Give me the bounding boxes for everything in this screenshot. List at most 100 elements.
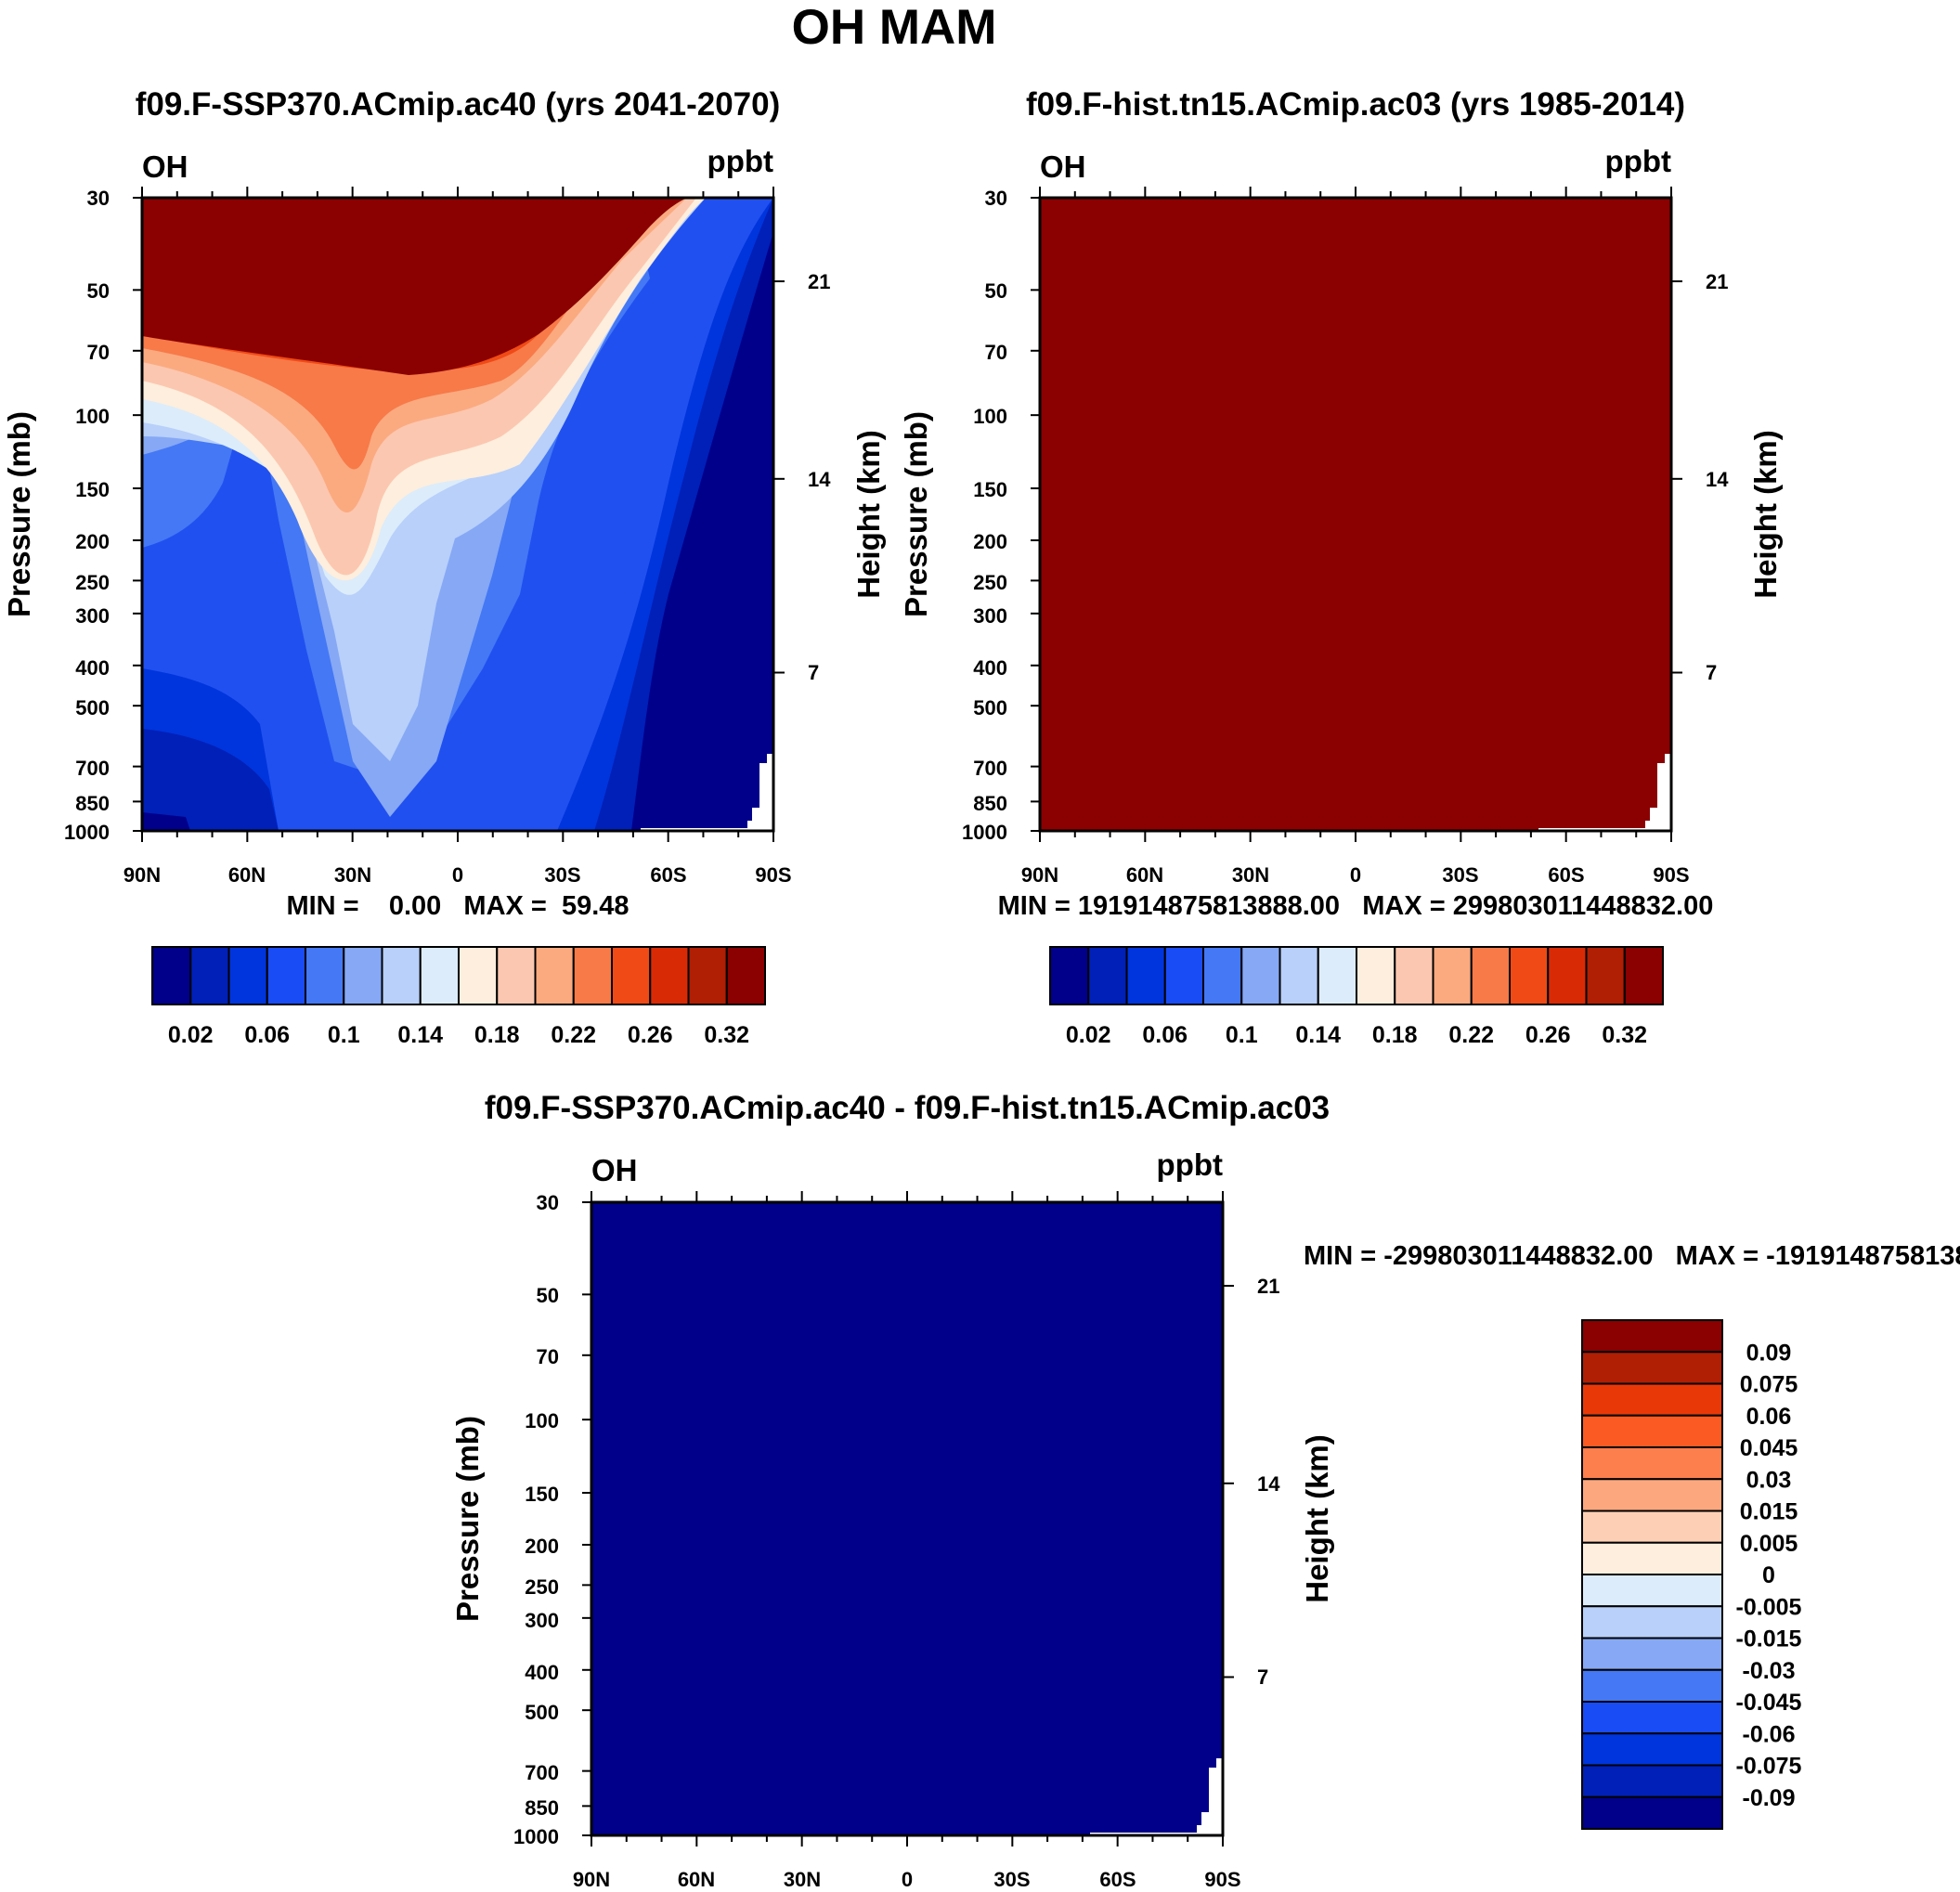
panel-3-fill	[591, 1202, 1223, 1835]
panel-3-xtick-0: 0	[902, 1868, 913, 1891]
panel-3-colorbar: 0.09 0.075 0.06 0.045 0.03 0.015 0.005 0 -0.005 -…	[1581, 1319, 1802, 1830]
panel-2-ytick-700: 700	[973, 757, 1007, 780]
panel-3-colorbar-box	[1581, 1574, 1723, 1608]
panel-1-ytick-250: 250	[75, 571, 110, 594]
panel-2: f09.F-hist.tn15.ACmip.ac03 (yrs 1985-201…	[899, 86, 1783, 1048]
panel-3-colorbar-box	[1581, 1605, 1723, 1639]
panel-1-title: f09.F-SSP370.ACmip.ac40 (yrs 2041-2070)	[136, 86, 781, 123]
panel-1-colorbar-box	[419, 946, 460, 1005]
panel-1-colorbar-box	[496, 946, 537, 1005]
panel-3-colorbar-label: 0.06	[1746, 1404, 1792, 1430]
panel-1-colorbar-label: 0.22	[551, 1022, 596, 1048]
panel-3-colorbar-box	[1581, 1382, 1723, 1417]
panel-2-ytick-850: 850	[973, 792, 1007, 815]
panel-2-fill	[1040, 198, 1671, 831]
panel-2-colorbar-box	[1470, 946, 1511, 1005]
panel-3-ticks	[582, 1191, 1234, 1847]
panel-1-colorbar-box	[151, 946, 192, 1005]
panel-3-ytick-300: 300	[525, 1609, 559, 1632]
panel-3-colorbar-box	[1581, 1795, 1723, 1830]
panel-2-colorbar-box	[1163, 946, 1204, 1005]
panel-1-ylabel-right: Height (km)	[851, 430, 886, 599]
panel-1-colorbar-label: 0.18	[474, 1022, 520, 1048]
panel-1-colorbar-box	[227, 946, 268, 1005]
panel-1-band-np-low	[142, 729, 279, 831]
panel-1-colorbar-box	[572, 946, 613, 1005]
panel-1-field	[142, 198, 773, 831]
panel-2-colorbar-box	[1394, 946, 1434, 1005]
panel-3-xtick-30s: 30S	[993, 1868, 1030, 1891]
panel-3-colorbar-label: -0.09	[1743, 1785, 1796, 1811]
panel-3-ytick-700: 700	[525, 1761, 559, 1784]
panel-2-xtick-30s: 30S	[1442, 863, 1478, 887]
panel-3-ytick-200: 200	[525, 1535, 559, 1558]
panel-2-colorbar-label: 0.06	[1142, 1022, 1188, 1048]
panel-1-colorbar-box	[687, 946, 728, 1005]
panel-1-colorbar-label: 0.02	[168, 1022, 214, 1048]
panel-3-ytick-500: 500	[525, 1701, 559, 1724]
panel-1-colorbar-label: 0.1	[328, 1022, 360, 1048]
panel-2-colorbar-box	[1087, 946, 1128, 1005]
panel-1-colorbar-box	[534, 946, 575, 1005]
panel-2-variable-label: OH	[1040, 149, 1086, 184]
panel-1-minmax: MIN = 0.00 MAX = 59.48	[286, 891, 629, 921]
panel-1-ytick-200: 200	[75, 530, 110, 553]
panel-1-band-strat-max	[142, 198, 687, 375]
panel-2-ylabel-right: Height (km)	[1748, 430, 1783, 599]
panel-1-ytick-30: 30	[87, 187, 110, 210]
panel-1-ytick-50: 50	[87, 279, 110, 303]
panel-2-xtick-90n: 90N	[1021, 863, 1058, 887]
panel-1-colorbar-label: 0.26	[628, 1022, 673, 1048]
panel-3-colorbar-label: -0.005	[1736, 1594, 1802, 1620]
panel-3-xtick-60s: 60S	[1099, 1868, 1136, 1891]
panel-2-ytick-30: 30	[985, 187, 1007, 210]
panel-1-ytick-150: 150	[75, 478, 110, 501]
panel-2-field	[1040, 198, 1671, 831]
panel-3-colorbar-box	[1581, 1764, 1723, 1798]
panel-2-xtick-30n: 30N	[1232, 863, 1269, 887]
panel-1-height-tick-21: 21	[808, 270, 830, 293]
panel-2-colorbar-box	[1202, 946, 1243, 1005]
panel-2-colorbar-box	[1432, 946, 1473, 1005]
panel-1-band-sp-min	[631, 232, 773, 831]
panel-2-colorbar-label: 0.02	[1066, 1022, 1111, 1048]
panel-1-colorbar-box	[458, 946, 499, 1005]
panel-2-height-tick-7: 7	[1706, 661, 1717, 684]
panel-1-band-np-min	[142, 812, 190, 831]
panel-2-ytick-250: 250	[973, 571, 1007, 594]
panel-3-xtick-60n: 60N	[678, 1868, 715, 1891]
panel-2-ytick-70: 70	[985, 341, 1007, 364]
panel-2-height-tick-14: 14	[1706, 468, 1729, 491]
panel-2-ytick-1000: 1000	[962, 821, 1007, 844]
panel-3-ytick-30: 30	[537, 1191, 559, 1214]
panel-3-ytick-850: 850	[525, 1796, 559, 1820]
panel-2-colorbar-label: 0.14	[1295, 1022, 1341, 1048]
panel-1-missing-corner	[641, 754, 773, 831]
panel-1-colorbar-box	[305, 946, 345, 1005]
panel-2-colorbar-box	[1356, 946, 1396, 1005]
panel-1-ylabel: Pressure (mb)	[2, 411, 36, 617]
panel-1-colorbar-box	[649, 946, 690, 1005]
panel-2-colorbar: 0.02 0.06 0.1 0.14 0.18 0.22 0.26 0.32	[1049, 946, 1664, 1048]
panel-1-ticks	[133, 187, 785, 842]
panel-3-ytick-1000: 1000	[513, 1825, 559, 1848]
panel-3-colorbar-box	[1581, 1319, 1723, 1354]
panel-1-xtick-30n: 30N	[334, 863, 371, 887]
panel-3-colorbar-box	[1581, 1541, 1723, 1575]
panel-3-variable-label: OH	[591, 1153, 638, 1187]
panel-1-xtick-60n: 60N	[228, 863, 266, 887]
panel-3-ytick-250: 250	[525, 1575, 559, 1599]
panel-1-ytick-850: 850	[75, 792, 110, 815]
panel-3-colorbar-box	[1581, 1446, 1723, 1481]
panel-1-variable-label: OH	[142, 149, 188, 184]
panel-1-ytick-700: 700	[75, 757, 110, 780]
panel-2-colorbar-label: 0.1	[1226, 1022, 1258, 1048]
panel-2-colorbar-label: 0.18	[1372, 1022, 1418, 1048]
panel-3-colorbar-box	[1581, 1351, 1723, 1385]
panel-1-ytick-100: 100	[75, 405, 110, 428]
panel-2-units-label: ppbt	[1605, 144, 1671, 178]
panel-1-colorbar-box	[381, 946, 422, 1005]
panel-2-xtick-60s: 60S	[1548, 863, 1584, 887]
panel-3-colorbar-label: -0.06	[1743, 1721, 1796, 1747]
panel-2-colorbar-label: 0.26	[1525, 1022, 1571, 1048]
